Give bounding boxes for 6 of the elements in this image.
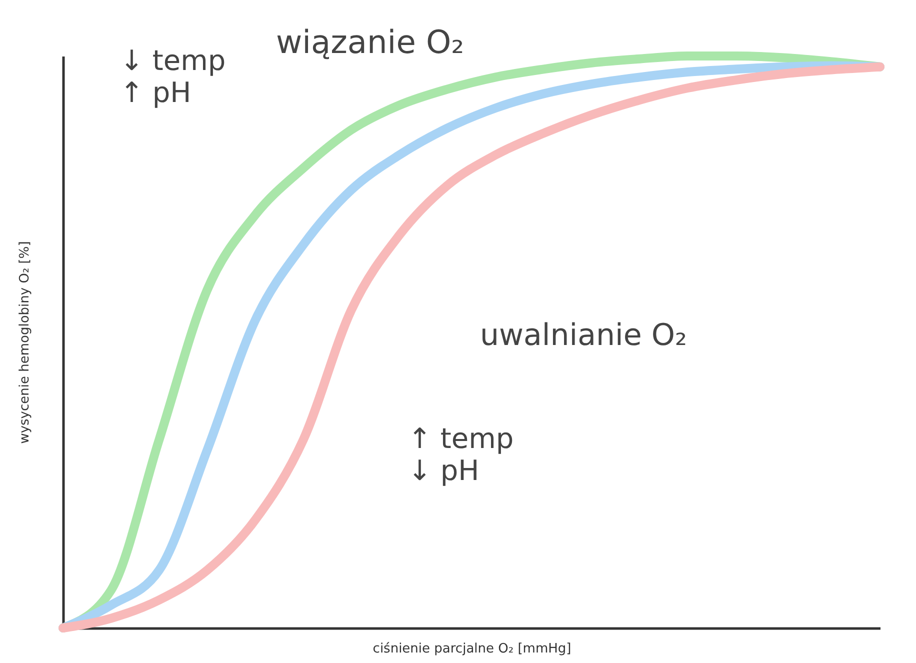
y-axis-title: wysycenie hemoglobiny O₂ [%] [18,241,32,444]
annotation: ↑ temp ↓ pH [408,422,514,488]
annotation: uwalnianie O₂ [480,318,687,353]
x-axis-title: ciśnienie parcjalne O₂ [mmHg] [372,642,572,656]
annotation: wiązanie O₂ [276,23,464,61]
annotation: ↓ temp ↑ pH [120,44,226,110]
